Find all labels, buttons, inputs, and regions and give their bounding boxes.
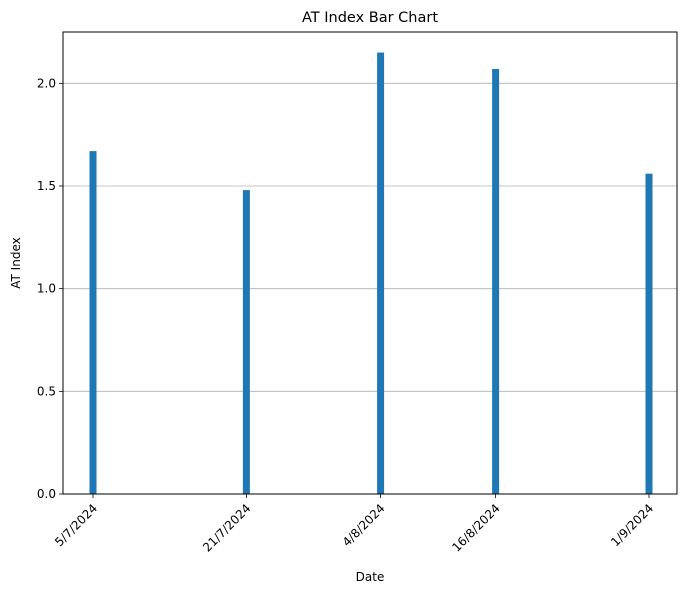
x-axis-ticks: 5/7/2024 21/7/2024 4/8/2024 16/8/2024 1/9/20… bbox=[52, 494, 656, 555]
gridlines bbox=[63, 82, 677, 392]
bar bbox=[645, 173, 653, 494]
plot-area-frame bbox=[62, 31, 678, 495]
x-tick-label: 4/8/2024 bbox=[340, 501, 388, 549]
y-tick-label: 0.5 bbox=[37, 384, 56, 398]
bar bbox=[492, 68, 500, 495]
bar bbox=[377, 52, 385, 495]
chart-title: AT Index Bar Chart bbox=[302, 10, 438, 26]
x-tick-label: 1/9/2024 bbox=[608, 501, 656, 549]
y-tick-label: 2.0 bbox=[37, 76, 56, 90]
y-axis-label: AT Index bbox=[9, 237, 23, 288]
x-axis-label: Date bbox=[356, 570, 385, 584]
bar bbox=[242, 190, 250, 494]
bars bbox=[89, 52, 653, 495]
x-tick-label: 21/7/2024 bbox=[200, 501, 253, 554]
y-tick-label: 1.5 bbox=[37, 179, 56, 193]
y-tick-label: 1.0 bbox=[37, 282, 56, 296]
x-tick-label: 5/7/2024 bbox=[52, 501, 100, 549]
x-tick-label: 16/8/2024 bbox=[449, 501, 502, 554]
bar bbox=[89, 151, 97, 495]
y-tick-label: 0.0 bbox=[37, 487, 56, 501]
y-axis-ticks: 0.0 0.5 1.0 1.5 2.0 bbox=[37, 76, 63, 501]
